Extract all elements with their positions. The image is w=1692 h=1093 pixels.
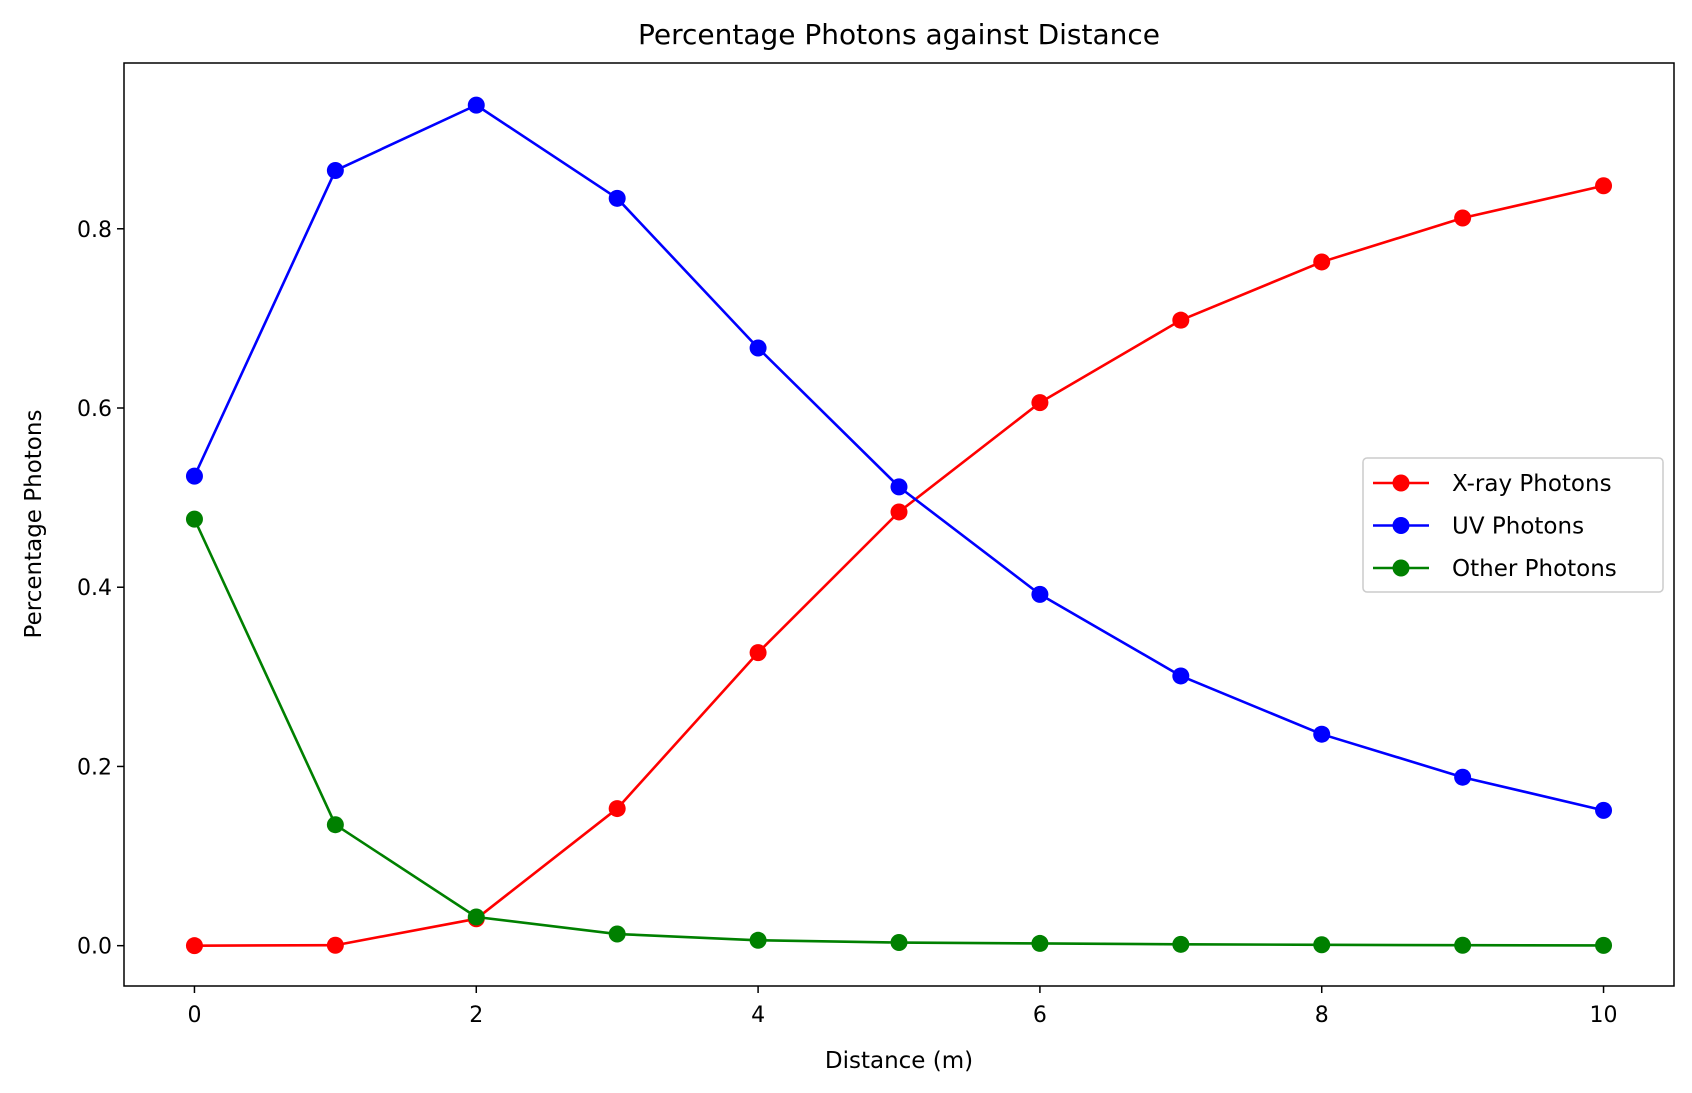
x-axis-ticks: 0 2 4 6 8 10	[187, 986, 1618, 1028]
data-point	[749, 339, 767, 357]
x-axis-label: Distance (m)	[825, 1048, 973, 1074]
legend-item: Other Photons	[1373, 556, 1617, 582]
data-point	[467, 96, 485, 114]
y-tick-label: 0.0	[77, 935, 112, 960]
x-tick-label: 8	[1315, 1003, 1329, 1028]
data-point	[467, 908, 485, 926]
data-point	[1595, 936, 1613, 954]
data-point	[1454, 209, 1472, 227]
y-tick-label: 0.8	[77, 218, 112, 243]
data-point	[1172, 311, 1190, 329]
data-point	[326, 816, 344, 834]
data-point	[326, 162, 344, 180]
legend-marker	[1392, 474, 1410, 492]
x-tick-label: 10	[1590, 1003, 1618, 1028]
data-point	[749, 931, 767, 949]
data-point	[1313, 253, 1331, 271]
legend-marker	[1392, 517, 1410, 534]
data-point	[890, 478, 908, 496]
x-tick-label: 0	[187, 1003, 201, 1028]
data-point	[1031, 585, 1049, 603]
chart-title: Percentage Photons against Distance	[638, 18, 1160, 51]
series-2	[185, 96, 1613, 819]
x-tick-label: 2	[469, 1003, 483, 1028]
data-point	[185, 937, 203, 955]
legend-label: Other Photons	[1452, 556, 1617, 582]
data-point	[608, 925, 626, 943]
data-point	[890, 934, 908, 952]
y-axis-ticks: 0.0 0.2 0.4 0.6 0.8	[77, 218, 124, 960]
y-tick-label: 0.6	[77, 397, 112, 422]
data-point	[1031, 394, 1049, 412]
legend-marker	[1392, 559, 1410, 577]
legend: X-ray Photons UV Photons Other Photons	[1362, 457, 1664, 593]
data-point	[608, 800, 626, 818]
data-point	[1595, 801, 1613, 819]
data-point	[1595, 177, 1613, 195]
legend-label: UV Photons	[1452, 514, 1584, 540]
x-tick-label: 6	[1033, 1003, 1047, 1028]
legend-item: UV Photons	[1373, 514, 1584, 540]
data-point	[890, 503, 908, 521]
data-point	[749, 644, 767, 662]
data-point	[608, 189, 626, 207]
series-3	[185, 510, 1613, 954]
data-point	[1313, 725, 1331, 743]
data-point	[1454, 936, 1472, 954]
data-point	[1172, 667, 1190, 685]
data-point	[1172, 935, 1190, 953]
legend-box	[1362, 457, 1664, 593]
y-axis-label: Percentage Photons	[21, 410, 47, 639]
data-point	[1031, 934, 1049, 952]
data-point	[185, 510, 203, 528]
series-layer	[185, 96, 1613, 955]
y-tick-label: 0.2	[77, 755, 112, 780]
data-point	[1454, 768, 1472, 786]
data-point	[185, 467, 203, 485]
series-1	[185, 177, 1613, 955]
y-tick-label: 0.4	[77, 576, 112, 601]
legend-item: X-ray Photons	[1373, 471, 1612, 497]
x-tick-label: 4	[751, 1003, 765, 1028]
legend-label: X-ray Photons	[1452, 471, 1612, 497]
data-point	[1313, 936, 1331, 954]
data-point	[326, 936, 344, 954]
